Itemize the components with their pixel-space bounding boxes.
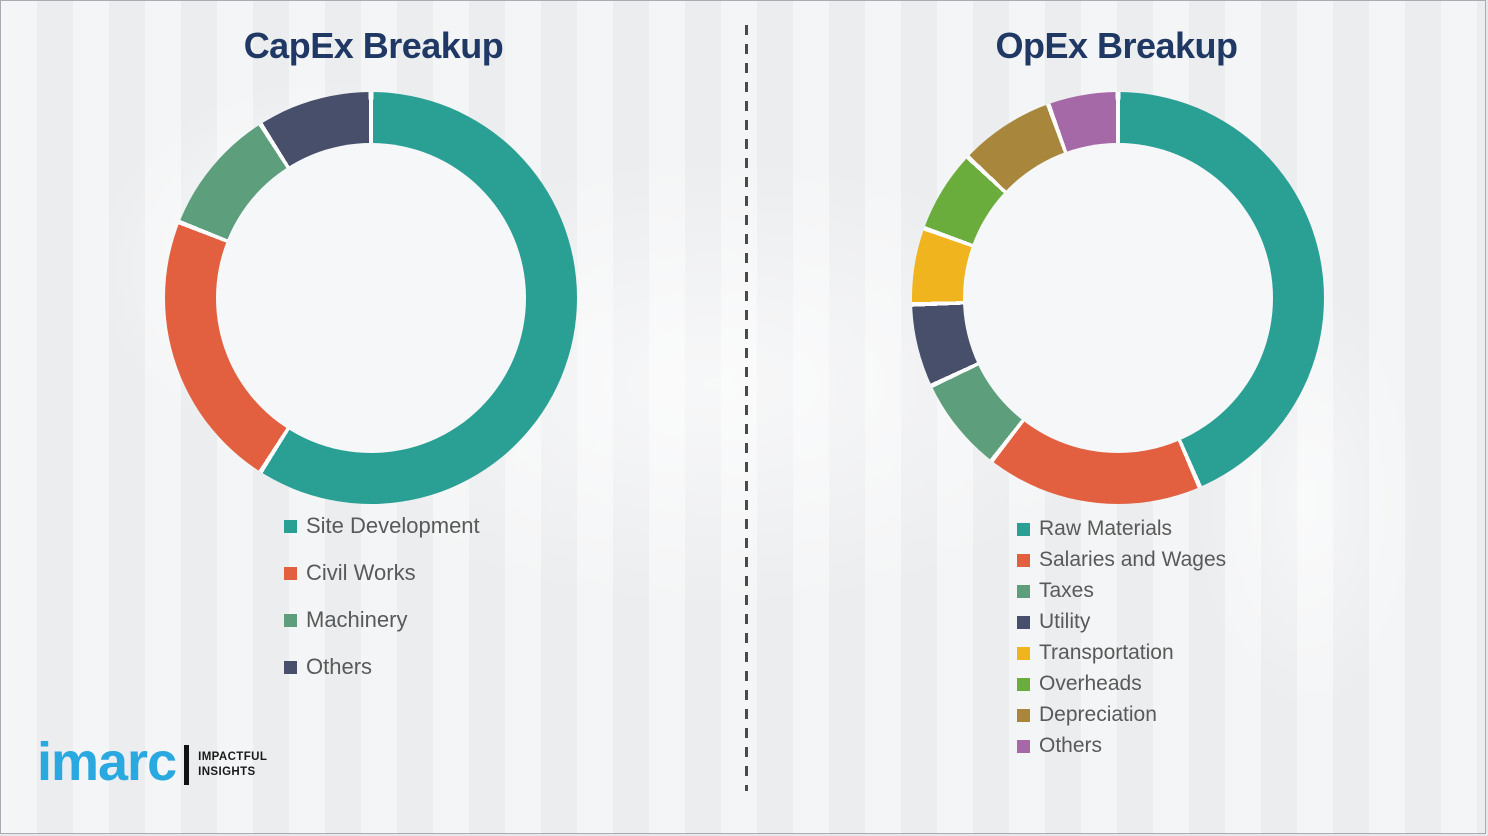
logo-divider-bar (184, 745, 190, 785)
legend-label: Others (1039, 734, 1103, 757)
legend-item: Transportation (1017, 641, 1226, 665)
logo-tagline-line1: IMPACTFUL (198, 751, 268, 764)
imarc-logo-wordmark: imarc (37, 732, 177, 792)
opex-donut-hole (963, 143, 1273, 453)
legend-swatch (1017, 615, 1030, 629)
capex-legend: Site Development Civil Works Machinery Othe… (284, 513, 480, 701)
legend-swatch (284, 660, 297, 674)
legend-swatch (284, 613, 297, 627)
legend-item: Depreciation (1017, 703, 1226, 727)
logo-tagline: IMPACTFUL INSIGHTS (198, 750, 267, 780)
legend-swatch (1017, 522, 1030, 536)
capex-donut-hole (216, 143, 526, 453)
legend-swatch (284, 566, 297, 580)
legend-label: Overheads (1039, 672, 1142, 695)
legend-label: Machinery (306, 607, 408, 632)
legend-label: Civil Works (306, 560, 416, 585)
opex-donut-chart (912, 92, 1324, 504)
legend-label: Site Development (306, 513, 480, 538)
legend-swatch (1017, 584, 1030, 598)
legend-swatch (284, 519, 297, 533)
legend-swatch (1017, 553, 1030, 567)
legend-label: Salaries and Wages (1039, 548, 1227, 571)
legend-label: Depreciation (1039, 703, 1157, 726)
legend-item: Others (284, 654, 480, 680)
legend-item: Utility (1017, 610, 1226, 634)
legend-label: Transportation (1039, 641, 1174, 664)
legend-label: Taxes (1039, 579, 1094, 602)
capex-title: CapEx Breakup (243, 25, 504, 66)
legend-item: Others (1017, 734, 1226, 758)
legend-item: Site Development (284, 513, 480, 539)
legend-swatch (1017, 739, 1030, 753)
capex-donut-chart (165, 92, 577, 504)
legend-item: Overheads (1017, 672, 1226, 696)
legend-label: Raw Materials (1039, 517, 1173, 540)
opex-title: OpEx Breakup (995, 25, 1238, 66)
logo-tagline-line2: INSIGHTS (198, 766, 256, 778)
legend-label: Others (306, 654, 373, 679)
opex-legend: Raw Materials Salaries and Wages Taxes Util… (1017, 517, 1226, 765)
imarc-logo: imarc IMPACTFUL INSIGHTS (37, 735, 267, 789)
legend-label: Utility (1039, 610, 1091, 633)
legend-swatch (1017, 677, 1030, 691)
legend-item: Civil Works (284, 560, 480, 586)
legend-item: Raw Materials (1017, 517, 1226, 541)
legend-item: Salaries and Wages (1017, 548, 1226, 572)
legend-swatch (1017, 708, 1030, 722)
legend-item: Machinery (284, 607, 480, 633)
legend-swatch (1017, 646, 1030, 660)
dashed-divider-line (745, 25, 748, 791)
legend-item: Taxes (1017, 579, 1226, 603)
